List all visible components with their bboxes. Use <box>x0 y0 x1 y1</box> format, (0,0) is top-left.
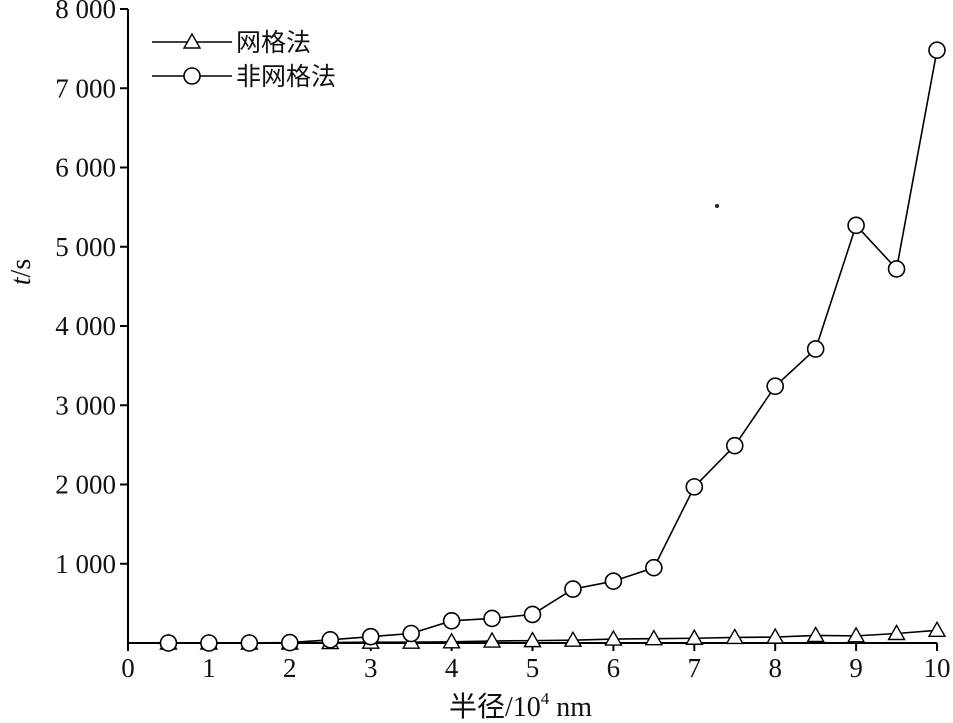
series-layer <box>159 41 947 652</box>
data-point <box>563 630 583 647</box>
x-tick-label: 8 <box>768 653 782 683</box>
x-axis-title-unit: nm <box>549 692 592 723</box>
data-point <box>887 624 906 641</box>
data-point <box>523 631 542 648</box>
data-point <box>442 612 461 630</box>
data-point <box>240 634 259 652</box>
data-point <box>159 634 178 652</box>
x-tick-label: 0 <box>121 653 135 683</box>
x-tick-label: 5 <box>526 653 540 683</box>
x-tick-label: 1 <box>202 653 216 683</box>
data-point <box>725 436 744 455</box>
y-ticks: 1 000 2 000 3 000 4 000 5 000 6 000 7 000 8 000 <box>55 0 128 579</box>
data-point <box>280 633 299 652</box>
data-point <box>604 572 623 590</box>
data-point <box>846 626 866 643</box>
y-tick-label: 6 000 <box>55 153 116 183</box>
x-tick-label: 6 <box>607 653 621 683</box>
y-tick-label: 2 000 <box>55 470 116 500</box>
y-tick-label: 1 000 <box>55 549 116 579</box>
data-point <box>644 629 664 646</box>
legend-item: 非网格法 <box>152 62 336 91</box>
data-point <box>604 629 623 646</box>
y-tick-label: 8 000 <box>55 0 116 24</box>
x-tick-label: 9 <box>849 653 863 683</box>
legend-label: 非网格法 <box>236 62 336 91</box>
x-tick-label: 10 <box>924 653 951 683</box>
data-point <box>766 377 785 396</box>
data-point <box>685 628 704 645</box>
y-tick-label: 3 000 <box>55 390 116 420</box>
x-axis-title-exponent: 4 <box>541 689 550 708</box>
legend-label: 网格法 <box>236 28 311 57</box>
data-point <box>887 260 906 278</box>
data-point <box>645 558 663 577</box>
data-point <box>361 627 380 646</box>
data-point <box>402 624 420 643</box>
y-axis-title: t/s <box>6 259 37 285</box>
data-point <box>564 580 582 598</box>
data-point <box>685 478 704 496</box>
y-tick-label: 7 000 <box>55 73 116 103</box>
series-triangle <box>159 620 947 650</box>
data-point <box>765 627 785 644</box>
data-point <box>523 605 542 624</box>
x-axis-title: 半径/104 nm <box>449 689 592 723</box>
y-tick-label: 4 000 <box>55 311 116 341</box>
series-circle <box>159 41 946 652</box>
data-point <box>200 634 218 652</box>
data-point <box>927 620 947 638</box>
data-point <box>725 628 744 645</box>
legend-marker <box>183 67 201 85</box>
data-point <box>321 631 340 649</box>
data-point <box>928 41 946 60</box>
data-point <box>482 631 502 648</box>
data-point <box>806 340 825 358</box>
x-tick-label: 2 <box>283 653 297 683</box>
x-tick-label: 4 <box>445 653 459 683</box>
data-point <box>442 632 461 649</box>
y-tick-label: 5 000 <box>55 232 116 262</box>
stray-dot-mark <box>715 204 719 208</box>
y-axis-title-unit: /s <box>6 259 37 278</box>
x-tick-label: 3 <box>364 653 378 683</box>
y-axis-title-symbol: t <box>6 276 37 285</box>
data-point <box>847 216 865 235</box>
axes: 0 1 2 3 4 5 6 7 8 9 10 1 000 2 000 3 000 4 000 5 000 6 … <box>55 0 950 683</box>
data-point <box>483 609 501 628</box>
x-ticks: 0 1 2 3 4 5 6 7 8 9 10 <box>121 643 951 683</box>
x-axis-title-text: 半径/10 <box>449 691 541 723</box>
x-tick-label: 7 <box>688 653 702 683</box>
legend-marker <box>182 32 202 49</box>
data-point <box>806 626 825 643</box>
legend-item: 网格法 <box>152 28 311 57</box>
